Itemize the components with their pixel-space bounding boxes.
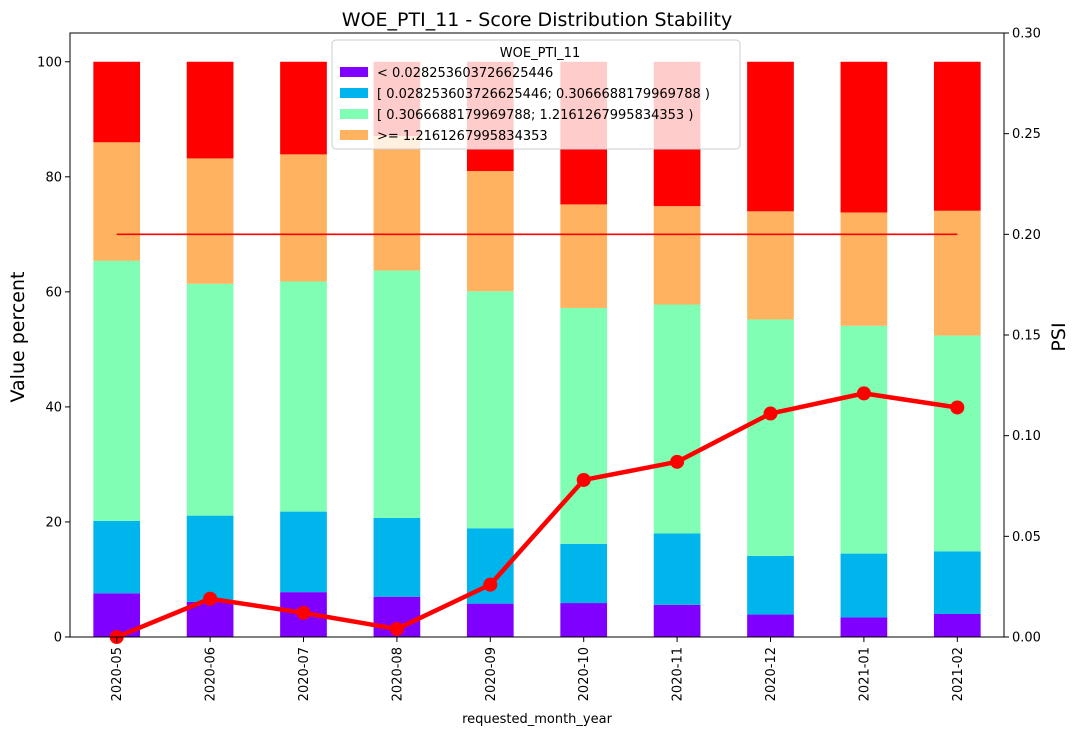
legend: WOE_PTI_11 < 0.028253603726625446 [ 0.0282… — [331, 39, 741, 150]
bar-segment — [840, 553, 888, 618]
bar-segment — [373, 135, 421, 271]
psi-point — [203, 591, 218, 606]
x-tick-label: 2021-01 — [857, 647, 872, 701]
y-tick-label: 40 — [45, 400, 62, 415]
bar-segment — [933, 335, 981, 552]
y2-tick-label: 0.30 — [1012, 27, 1041, 42]
bar-segment — [560, 307, 608, 544]
bar-segment — [560, 543, 608, 604]
bar-segment — [840, 61, 888, 213]
bar-segment — [933, 613, 981, 637]
y-tick-label: 60 — [45, 285, 62, 300]
x-tick-label: 2020-10 — [577, 647, 592, 701]
legend-label: [ 0.3066688179969788; 1.2161267995834353… — [377, 108, 693, 123]
bar-segment — [373, 270, 421, 518]
x-tick-label: 2020-07 — [297, 647, 312, 701]
y-axis-title: Value percent — [7, 272, 29, 403]
bar-segment — [840, 617, 888, 637]
psi-point — [763, 406, 778, 421]
bar-segment — [653, 604, 701, 637]
x-tick-label: 2020-09 — [484, 647, 499, 701]
y2-axis-title: PSI — [1048, 322, 1070, 351]
legend-swatch — [340, 130, 368, 140]
bar-segment — [280, 511, 327, 593]
bar-segment — [747, 211, 794, 320]
legend-label: [ 0.028253603726625446; 0.30666881799697… — [377, 87, 710, 102]
x-tick-label: 2020-12 — [764, 647, 779, 701]
y2-tick-label: 0.15 — [1012, 329, 1041, 344]
bar-segment — [93, 61, 141, 143]
psi-point — [483, 577, 498, 592]
x-tick-label: 2020-08 — [390, 647, 405, 701]
axes-layer: 0 20 40 60 80 100 0.00 0.05 0.10 0.15 0.20 0.25 0.30… — [37, 27, 1041, 702]
bar-segment — [466, 291, 514, 529]
bar-segment — [653, 206, 701, 305]
y2-tick-label: 0.25 — [1012, 127, 1041, 142]
legend-swatch — [340, 67, 368, 77]
x-tick-label: 2021-02 — [951, 647, 966, 701]
bar-segment — [560, 603, 608, 637]
y-tick-label: 0 — [54, 631, 62, 646]
bar-segment — [186, 283, 234, 516]
bar-segment — [840, 212, 888, 326]
y-tick-label: 20 — [45, 515, 62, 530]
bar-segment — [466, 171, 514, 292]
bar-segment — [747, 555, 794, 615]
bar-segment — [280, 281, 327, 512]
legend-label: < 0.028253603726625446 — [377, 66, 553, 81]
y-tick-label: 100 — [37, 55, 62, 70]
y-tick-label: 80 — [45, 170, 62, 185]
bar-segment — [186, 158, 234, 284]
x-axis-title: requested_month_year — [462, 712, 613, 727]
x-tick-label: 2020-05 — [110, 647, 125, 701]
bar-segment — [280, 154, 327, 282]
y2-tick-label: 0.00 — [1012, 631, 1041, 646]
bar-segment — [747, 319, 794, 556]
bar-segment — [93, 142, 141, 261]
bar-segment — [933, 61, 981, 211]
bar-segment — [840, 325, 888, 554]
psi-point — [576, 472, 591, 487]
y2-tick-label: 0.05 — [1012, 530, 1041, 545]
bar-segment — [747, 61, 794, 212]
bar-segment — [933, 210, 981, 336]
chart-title: WOE_PTI_11 - Score Distribution Stabilit… — [342, 9, 732, 31]
bar-segment — [933, 551, 981, 614]
legend-title: WOE_PTI_11 — [500, 46, 580, 61]
legend-label: >= 1.2161267995834353 — [377, 129, 548, 144]
bar-segment — [653, 304, 701, 534]
bar-segment — [186, 515, 234, 602]
x-tick-label: 2020-11 — [671, 647, 686, 701]
y2-tick-label: 0.10 — [1012, 429, 1041, 444]
bar-segment — [93, 260, 141, 521]
psi-point — [296, 605, 311, 620]
bar-segment — [466, 603, 514, 637]
x-tick-label: 2020-06 — [204, 647, 219, 701]
y2-tick-label: 0.20 — [1012, 228, 1041, 243]
bar-segment — [373, 517, 421, 597]
psi-point — [670, 454, 685, 469]
lines-layer — [109, 233, 965, 644]
psi-point — [389, 621, 404, 636]
bar-segment — [93, 520, 141, 594]
bar-segment — [653, 533, 701, 605]
psi-point — [950, 400, 965, 415]
psi-line — [115, 391, 958, 640]
bar-segment — [186, 61, 234, 159]
legend-swatch — [340, 109, 368, 119]
psi-point — [856, 386, 871, 401]
bar-segment — [747, 614, 794, 637]
bar-segment — [560, 204, 608, 308]
legend-box — [331, 39, 741, 150]
bar-segment — [280, 61, 327, 155]
legend-swatch — [340, 88, 368, 98]
bar-segment — [186, 601, 234, 637]
